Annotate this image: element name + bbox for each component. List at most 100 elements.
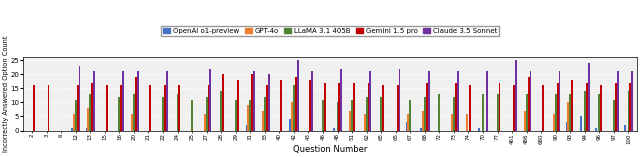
Bar [570,94,572,131]
Bar [598,94,600,131]
Bar [572,80,573,131]
Bar [322,100,324,131]
Bar [497,94,499,131]
Bar [629,83,631,131]
Bar [353,83,355,131]
Bar [91,83,93,131]
Bar [162,97,164,131]
Bar [351,100,353,131]
Bar [191,100,193,131]
Bar [164,86,166,131]
Legend: OpenAI o1-preview, GPT-4o, LLaMA 3.1 405B, Gemini 1.5 pro, Claude 3.5 Sonnet: OpenAI o1-preview, GPT-4o, LLaMA 3.1 405… [161,26,499,36]
Bar [617,71,619,131]
Bar [555,94,557,131]
Bar [246,125,248,131]
Bar [580,116,582,131]
Bar [311,71,313,131]
Bar [295,77,297,131]
Bar [289,119,291,131]
Bar [33,86,35,131]
Bar [88,108,90,131]
Bar [455,83,457,131]
Bar [399,69,401,131]
Bar [250,100,252,131]
Bar [513,86,515,131]
Bar [529,71,531,131]
Bar [557,83,559,131]
Bar [207,86,209,131]
Bar [457,71,459,131]
Bar [324,83,326,131]
Bar [615,83,617,131]
Bar [367,83,369,131]
Bar [137,71,139,131]
Bar [118,97,120,131]
Bar [222,74,224,131]
Bar [177,94,179,131]
Bar [486,71,488,131]
Bar [624,125,626,131]
Bar [428,71,429,131]
Bar [131,114,133,131]
Bar [410,100,412,131]
Bar [73,114,75,131]
Bar [542,86,544,131]
Bar [364,114,365,131]
Bar [77,86,79,131]
Y-axis label: Incorrectly Answered Option Count: Incorrectly Answered Option Count [3,36,9,152]
Bar [248,105,250,131]
Bar [252,74,253,131]
Bar [205,97,207,131]
Bar [422,111,424,131]
Bar [469,86,471,131]
Bar [333,128,335,131]
Bar [595,128,596,131]
Bar [268,74,269,131]
Bar [266,86,268,131]
Bar [397,86,399,131]
Bar [631,71,633,131]
Bar [47,86,49,131]
Bar [478,128,480,131]
Bar [71,128,73,131]
Bar [122,71,124,131]
Bar [568,102,570,131]
Bar [209,69,211,131]
Bar [293,86,295,131]
Bar [235,100,237,131]
Bar [349,111,351,131]
Bar [120,86,122,131]
Bar [262,111,264,131]
Bar [220,91,222,131]
Bar [382,86,384,131]
Bar [135,77,137,131]
Bar [453,97,455,131]
Bar [482,94,484,131]
Bar [93,71,95,131]
X-axis label: Question Number: Question Number [293,145,367,154]
Bar [408,114,410,131]
Bar [584,91,586,131]
Bar [339,83,340,131]
Bar [527,77,529,131]
Bar [253,71,255,131]
Bar [297,60,299,131]
Bar [380,97,382,131]
Bar [566,122,568,131]
Bar [106,86,108,131]
Bar [264,97,266,131]
Bar [600,86,602,131]
Bar [337,102,339,131]
Bar [588,63,589,131]
Bar [179,86,180,131]
Bar [628,91,629,131]
Bar [559,71,561,131]
Bar [149,86,151,131]
Bar [133,94,135,131]
Bar [451,114,453,131]
Bar [499,83,500,131]
Bar [466,114,468,131]
Bar [90,94,91,131]
Bar [524,111,525,131]
Bar [586,83,588,131]
